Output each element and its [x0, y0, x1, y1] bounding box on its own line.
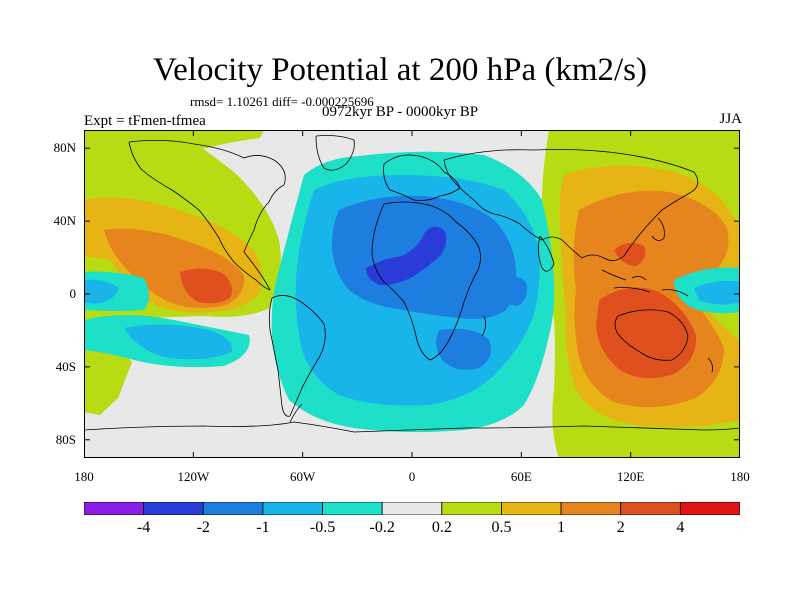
field-neg-strong-indian	[499, 276, 527, 306]
colorbar-swatch	[679, 502, 740, 515]
colorbar-level-label: 0.2	[431, 519, 452, 536]
map-ticks	[84, 130, 740, 458]
colorbar-swatch	[381, 502, 443, 515]
field-neg-max-africa	[366, 226, 447, 286]
colorbar-swatch	[620, 502, 681, 515]
colorbar-level-label: 2	[616, 519, 625, 536]
colorbar-level-label: -2	[196, 519, 210, 536]
colorbar-swatch	[202, 502, 264, 515]
colorbar-swatch	[560, 502, 622, 515]
lon-label: 120W	[177, 469, 210, 484]
colorbar	[84, 502, 740, 515]
lon-label: 180	[730, 469, 750, 484]
field-neg-mid-dateline-east	[694, 280, 740, 305]
lon-label: 0	[408, 469, 416, 484]
field-pos-max-west	[180, 268, 232, 304]
colorbar-level-label: -4	[136, 519, 151, 536]
velocity-potential-map	[84, 130, 740, 458]
experiment-label: Expt = tFmen-tfmea	[84, 113, 206, 129]
field-neg-mid-southpac	[124, 324, 233, 360]
lat-label: 40N	[53, 213, 76, 229]
period-label: 0972kyr BP - 0000kyr BP	[322, 104, 479, 120]
colorbar-swatch	[143, 502, 204, 515]
field-pos-max-east	[596, 287, 697, 379]
lon-label: 180	[74, 469, 94, 484]
colorbar-level-label: -0.2	[369, 519, 395, 536]
lat-label: 80S	[55, 431, 76, 447]
field-pos-max-east-north	[614, 242, 646, 266]
colorbar-swatch	[441, 502, 502, 515]
field-neg-mid-pacific	[84, 279, 119, 304]
colorbar-level-label: 0.5	[491, 519, 512, 536]
lon-label: 120E	[616, 469, 645, 484]
colorbar-swatch	[84, 502, 145, 515]
coastlines	[84, 135, 740, 433]
colorbar-level-label: -1	[256, 519, 270, 536]
field-pos-weak-ne	[84, 130, 264, 176]
lat-label: 40S	[55, 358, 76, 374]
lon-label: 60E	[510, 469, 532, 484]
lat-label: 80N	[53, 140, 76, 156]
colorbar-level-label: -0.5	[309, 519, 336, 536]
colorbar-level-label: 4	[676, 519, 685, 536]
plot-title: Velocity Potential at 200 hPa (km2/s)	[152, 52, 648, 88]
lat-label: 0	[69, 286, 77, 301]
season-label: JJA	[719, 111, 742, 127]
colorbar-swatch	[501, 502, 562, 515]
colorbar-level-label: 1	[557, 519, 566, 536]
stats-line: rmsd= 1.10261 diff= -0.000225696	[190, 94, 374, 109]
field-pos-weak-west-south	[84, 342, 132, 415]
colorbar-swatch	[262, 502, 323, 515]
colorbar-swatch	[322, 502, 383, 515]
lon-label: 60W	[290, 469, 316, 484]
